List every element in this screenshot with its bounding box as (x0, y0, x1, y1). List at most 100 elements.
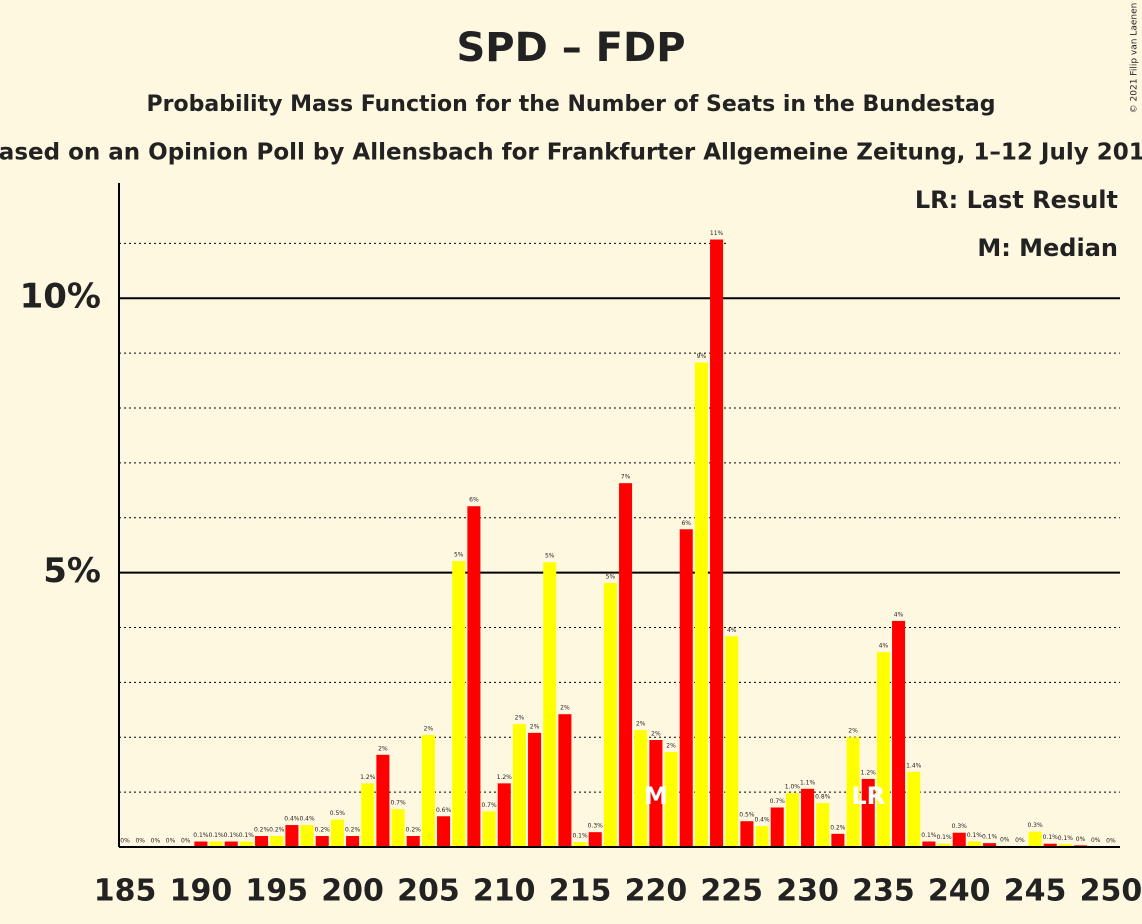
value-label: 0.3% (588, 823, 604, 830)
legend-entry: LR: Last Result (915, 186, 1118, 214)
x-tick-label: 200 (321, 874, 384, 909)
bar (255, 836, 269, 847)
x-tick-label: 225 (700, 874, 763, 909)
value-label: 1.4% (906, 762, 922, 769)
value-label: 0.2% (254, 827, 270, 834)
bar (376, 754, 390, 847)
value-label: 0.2% (406, 827, 422, 834)
bar (740, 821, 754, 847)
annotation: M (644, 782, 668, 810)
value-label: 0.2% (345, 827, 361, 834)
bar (1043, 843, 1057, 847)
value-label: 0.1% (208, 832, 224, 839)
bar (892, 620, 906, 847)
bar (588, 832, 602, 847)
bar (664, 752, 678, 847)
chart-subtitle: Based on an Opinion Poll by Allensbach f… (0, 140, 1142, 166)
value-label: 2% (560, 705, 570, 712)
bar (907, 771, 921, 847)
value-label: 0% (135, 838, 145, 845)
value-label: 2% (378, 745, 388, 752)
x-tick-label: 220 (625, 874, 688, 909)
x-tick-label: 230 (776, 874, 839, 909)
value-label: 0.2% (830, 824, 846, 831)
bar (710, 239, 724, 847)
value-label: 0.1% (921, 832, 937, 839)
value-label: 4% (727, 627, 737, 634)
bar (876, 652, 890, 847)
value-label: 0.8% (815, 794, 831, 801)
legend-entry: M: Median (977, 234, 1118, 262)
value-label: 0.1% (193, 832, 209, 839)
value-label: 2% (848, 728, 858, 735)
bar (467, 506, 481, 847)
value-label: 2% (666, 743, 676, 750)
bar (194, 841, 208, 847)
bar (361, 783, 375, 847)
bar (1028, 831, 1042, 847)
value-label: 9% (697, 353, 707, 360)
value-label: 6% (469, 497, 479, 504)
bar (391, 809, 405, 847)
bar (421, 735, 435, 847)
x-tick-label: 195 (245, 874, 308, 909)
bar (224, 841, 238, 847)
value-label: 0.2% (315, 827, 331, 834)
bar (816, 803, 830, 847)
bar (801, 788, 815, 847)
copyright: © 2021 Filip van Laenen (1130, 3, 1140, 114)
bar (330, 819, 344, 847)
value-label: 0% (151, 838, 161, 845)
value-label: 0.6% (436, 807, 452, 814)
bar (831, 833, 845, 847)
value-label: 0.4% (284, 816, 300, 823)
chart-title: SPD – FDP (456, 25, 685, 71)
value-label: 0% (181, 838, 191, 845)
bar (558, 714, 572, 847)
value-label: 2% (515, 715, 525, 722)
value-label: 0.5% (739, 812, 755, 819)
bar (1058, 844, 1072, 847)
annotation: LR (851, 782, 885, 810)
bar (983, 843, 997, 847)
bar (300, 825, 314, 847)
bar (679, 529, 693, 847)
bar (725, 636, 739, 847)
x-tick-label: 205 (397, 874, 460, 909)
value-label: 1.0% (785, 784, 801, 791)
value-label: 0% (120, 838, 130, 845)
bar (619, 483, 633, 847)
bar (497, 783, 511, 847)
bar (861, 778, 875, 847)
bar (346, 836, 360, 847)
bar (649, 739, 663, 847)
bar (270, 836, 284, 847)
value-label: 5% (606, 574, 616, 581)
bar (755, 826, 769, 847)
value-label: 0.7% (481, 802, 497, 809)
value-label: 0% (1015, 837, 1025, 844)
bar (209, 841, 223, 847)
value-label: 1.2% (861, 769, 877, 776)
x-tick-label: 245 (1004, 874, 1067, 909)
value-label: 0.7% (390, 800, 406, 807)
value-label: 11% (710, 230, 724, 237)
value-label: 0.1% (967, 832, 983, 839)
value-label: 6% (681, 520, 691, 527)
bar (967, 841, 981, 847)
value-label: 0.3% (1027, 822, 1043, 829)
value-label: 1.2% (497, 774, 513, 781)
value-label: 0% (166, 838, 176, 845)
value-label: 2% (636, 721, 646, 728)
value-label: 1.1% (800, 779, 816, 786)
y-tick-label: 10% (20, 277, 101, 317)
value-label: 0.7% (770, 798, 786, 805)
value-label: 7% (621, 474, 631, 481)
value-label: 2% (424, 726, 434, 733)
bar (528, 732, 542, 847)
value-label: 5% (454, 552, 464, 559)
bar (285, 825, 299, 847)
value-label: 5% (545, 553, 555, 560)
value-label: 0.1% (239, 832, 255, 839)
